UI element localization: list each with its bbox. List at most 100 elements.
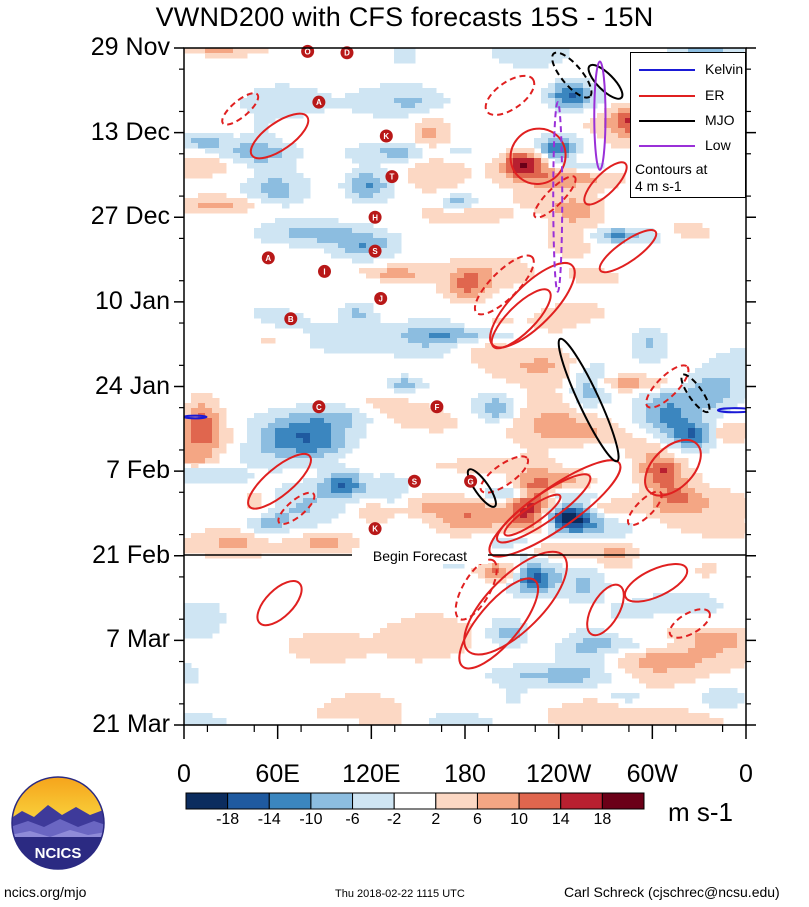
mjo-contour xyxy=(587,63,624,100)
legend-swatch-er xyxy=(639,95,695,97)
mjo-forecast-contour xyxy=(680,373,711,414)
er-contour xyxy=(490,288,552,350)
er-contour xyxy=(509,127,567,186)
colorbar-tick-label: 6 xyxy=(473,811,482,828)
storm-marker: I xyxy=(318,264,331,278)
er-forecast-contour xyxy=(221,92,260,126)
er-contour xyxy=(249,112,310,160)
y-tick-label: 10 Jan xyxy=(94,286,170,315)
storm-letter: C xyxy=(316,403,322,412)
legend-note: Contours at 4 m s-1 xyxy=(635,161,707,195)
storm-letter: H xyxy=(372,213,378,222)
legend-item-low: Low xyxy=(639,137,745,153)
er-forecast-contour xyxy=(626,490,663,527)
storm-letter: I xyxy=(323,267,325,276)
legend-item-er: ER xyxy=(639,87,745,103)
y-tick-label: 24 Jan xyxy=(94,371,170,400)
er-contour xyxy=(256,580,303,627)
storm-letter: F xyxy=(434,403,439,412)
chart-title: VWND200 with CFS forecasts 15S - 15N xyxy=(155,2,654,32)
storm-letter: O xyxy=(305,47,311,56)
er-contour xyxy=(644,438,702,497)
x-tick-label: 0 xyxy=(739,760,753,788)
y-tick-label: 7 Mar xyxy=(106,625,170,654)
storm-letter: S xyxy=(412,477,418,486)
axis-ticks xyxy=(174,47,756,739)
mjo-forecast-contour xyxy=(551,51,593,99)
colorbar-tick-label: -14 xyxy=(257,811,281,828)
er-forecast-contour xyxy=(454,558,498,621)
ncics-logo: NCICS xyxy=(11,776,105,870)
er-contour xyxy=(598,229,658,274)
er-forecast-contour xyxy=(473,254,535,316)
colorbar-tick-label: 14 xyxy=(551,811,570,828)
er-contour xyxy=(495,473,592,544)
storm-marker: H xyxy=(368,210,382,224)
y-tick-label: 13 Dec xyxy=(90,117,170,146)
footer-author: Carl Schreck (cjschrec@ncsu.edu) xyxy=(564,884,780,900)
colorbar-tick-label: 10 xyxy=(510,811,528,828)
storm-marker: T xyxy=(385,170,399,184)
y-tick-label: 27 Dec xyxy=(90,202,170,231)
y-tick-label: 29 Nov xyxy=(90,33,170,61)
legend-item-kelvin: Kelvin xyxy=(639,61,745,77)
x-tick-label: 180 xyxy=(444,760,486,788)
storm-markers: O D A K T H S A I J B C F G S K xyxy=(261,44,478,536)
y-tick-label: 7 Feb xyxy=(106,456,170,485)
er-forecast-contour xyxy=(484,74,536,116)
kelvin-contour xyxy=(184,414,208,420)
footer-url: ncics.org/mjo xyxy=(4,884,87,900)
x-tick-label: 60W xyxy=(626,760,679,788)
colorbar-tick-label: -18 xyxy=(216,811,240,828)
storm-letter: A xyxy=(316,98,322,107)
er-forecast-contour xyxy=(277,491,316,526)
storm-marker: A xyxy=(312,95,326,109)
mjo-contour xyxy=(557,337,620,463)
storm-letter: S xyxy=(372,247,378,256)
storm-marker: F xyxy=(430,400,444,414)
low-forecast-contour xyxy=(552,101,564,293)
storm-marker: S xyxy=(368,244,382,258)
mjo-contour xyxy=(466,468,497,508)
legend-swatch-low xyxy=(639,145,695,147)
storm-marker: K xyxy=(379,129,393,143)
colorbar-tick-label: 2 xyxy=(431,811,441,828)
storm-marker: O xyxy=(301,44,315,58)
storm-marker: D xyxy=(340,46,354,60)
x-tick-label: 120W xyxy=(526,760,592,788)
er-forecast-contour xyxy=(668,608,711,639)
footer-timestamp: Thu 2018-02-22 1115 UTC xyxy=(335,888,465,900)
logo-text: NCICS xyxy=(35,845,82,862)
storm-letter: J xyxy=(378,294,382,303)
storm-letter: A xyxy=(265,254,271,263)
colorbar-tick-label: -10 xyxy=(299,811,323,828)
er-contour xyxy=(586,583,625,637)
legend: Kelvin ER MJO Low Contours at 4 m s-1 xyxy=(630,52,746,198)
colorbar-tick-label: -2 xyxy=(387,811,402,828)
legend-note-line1: Contours at xyxy=(635,161,708,177)
legend-label-mjo: MJO xyxy=(705,112,735,128)
colorbar-tick-label: 18 xyxy=(593,811,612,828)
storm-marker: K xyxy=(368,522,382,536)
storm-marker: J xyxy=(374,291,388,305)
storm-letter: G xyxy=(468,477,474,486)
storm-letter: T xyxy=(389,173,394,182)
x-tick-label: 0 xyxy=(177,760,191,788)
storm-marker: A xyxy=(261,251,275,265)
y-tick-label: 21 Feb xyxy=(92,540,170,569)
er-contour xyxy=(623,563,689,603)
legend-label-kelvin: Kelvin xyxy=(705,61,744,77)
legend-label-low: Low xyxy=(705,137,731,153)
x-tick-label: 120E xyxy=(342,760,401,788)
er-forecast-contour xyxy=(479,455,530,494)
legend-item-mjo: MJO xyxy=(639,112,745,128)
legend-note-line2: 4 m s-1 xyxy=(635,178,682,194)
er-contour xyxy=(503,493,562,537)
y-tick-label: 21 Mar xyxy=(92,710,170,738)
er-forecast-contour xyxy=(533,175,577,219)
storm-letter: K xyxy=(372,525,378,534)
storm-letter: K xyxy=(383,132,389,141)
storm-marker: G xyxy=(464,474,478,488)
wave-contours xyxy=(184,51,746,670)
forecast-label: Begin Forecast xyxy=(373,548,467,564)
